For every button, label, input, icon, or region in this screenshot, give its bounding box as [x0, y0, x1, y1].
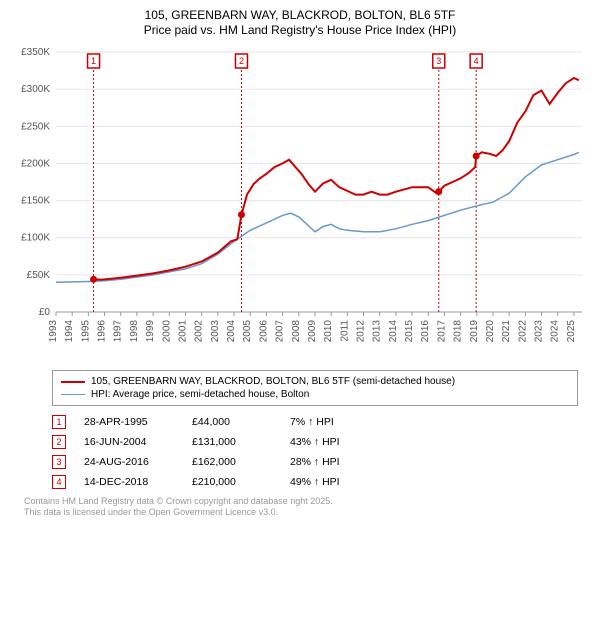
license-footer: Contains HM Land Registry data © Crown c… [24, 496, 578, 519]
svg-text:2005: 2005 [242, 320, 253, 343]
svg-text:1996: 1996 [97, 320, 108, 343]
sale-date: 14-DEC-2018 [84, 476, 174, 488]
svg-text:2006: 2006 [258, 320, 269, 343]
sale-date: 28-APR-1995 [84, 416, 174, 428]
svg-text:£200K: £200K [21, 158, 50, 169]
svg-text:£150K: £150K [21, 196, 50, 207]
svg-text:2012: 2012 [356, 320, 367, 343]
svg-text:£300K: £300K [21, 84, 50, 95]
svg-text:2016: 2016 [420, 320, 431, 343]
footer-line-1: Contains HM Land Registry data © Crown c… [24, 496, 578, 507]
sale-marker-box: 4 [52, 475, 66, 489]
chart-title: 105, GREENBARN WAY, BLACKROD, BOLTON, BL… [12, 8, 588, 38]
svg-text:2011: 2011 [339, 320, 350, 342]
svg-text:£250K: £250K [21, 121, 50, 132]
sale-marker-box: 1 [52, 415, 66, 429]
svg-text:2014: 2014 [388, 320, 399, 343]
svg-text:£0: £0 [39, 307, 51, 318]
legend-item: 105, GREENBARN WAY, BLACKROD, BOLTON, BL… [61, 375, 569, 388]
svg-text:2007: 2007 [275, 320, 286, 343]
svg-text:2000: 2000 [161, 320, 172, 343]
sale-row: 1 28-APR-1995 £44,000 7% ↑ HPI [52, 412, 578, 432]
svg-text:2017: 2017 [436, 320, 447, 343]
svg-text:4: 4 [474, 56, 479, 66]
svg-text:1995: 1995 [80, 320, 91, 343]
svg-text:2020: 2020 [485, 320, 496, 343]
svg-text:1999: 1999 [145, 320, 156, 343]
sale-price: £162,000 [192, 456, 272, 468]
sale-marker-box: 3 [52, 455, 66, 469]
svg-text:2024: 2024 [550, 320, 561, 343]
sale-pct: 49% ↑ HPI [290, 476, 390, 488]
svg-text:1993: 1993 [48, 320, 59, 343]
sale-price: £131,000 [192, 436, 272, 448]
svg-text:£50K: £50K [27, 270, 51, 281]
svg-text:3: 3 [436, 56, 441, 66]
svg-text:2: 2 [239, 56, 244, 66]
sales-table: 1 28-APR-1995 £44,000 7% ↑ HPI 2 16-JUN-2004 £… [52, 412, 578, 492]
svg-text:2025: 2025 [566, 320, 577, 343]
svg-text:2001: 2001 [177, 320, 188, 343]
svg-text:2021: 2021 [501, 320, 512, 343]
chart-legend: 105, GREENBARN WAY, BLACKROD, BOLTON, BL… [52, 370, 578, 406]
sale-pct: 43% ↑ HPI [290, 436, 390, 448]
title-line-2: Price paid vs. HM Land Registry's House … [12, 23, 588, 38]
svg-text:1: 1 [91, 56, 96, 66]
svg-text:2004: 2004 [226, 320, 237, 343]
svg-text:2019: 2019 [469, 320, 480, 343]
footer-line-2: This data is licensed under the Open Gov… [24, 507, 578, 518]
chart-svg: £0 £50K £100K £150K £200K £250K £300K £350K 1993… [12, 44, 588, 364]
svg-text:2013: 2013 [372, 320, 383, 343]
sale-date: 16-JUN-2004 [84, 436, 174, 448]
svg-text:2002: 2002 [194, 320, 205, 343]
svg-text:2008: 2008 [291, 320, 302, 343]
svg-text:2010: 2010 [323, 320, 334, 343]
svg-text:2015: 2015 [404, 320, 415, 343]
svg-text:2022: 2022 [517, 320, 528, 343]
svg-text:2009: 2009 [307, 320, 318, 343]
legend-item: HPI: Average price, semi-detached house,… [61, 388, 569, 401]
svg-text:2023: 2023 [534, 320, 545, 343]
svg-text:2018: 2018 [453, 320, 464, 343]
sale-price: £44,000 [192, 416, 272, 428]
sale-pct: 7% ↑ HPI [290, 416, 390, 428]
svg-text:2003: 2003 [210, 320, 221, 343]
sale-marker-box: 2 [52, 435, 66, 449]
sale-row: 3 24-AUG-2016 £162,000 28% ↑ HPI [52, 452, 578, 472]
legend-swatch [61, 394, 85, 396]
sale-date: 24-AUG-2016 [84, 456, 174, 468]
svg-text:1998: 1998 [129, 320, 140, 343]
svg-text:£350K: £350K [21, 47, 50, 58]
sale-price: £210,000 [192, 476, 272, 488]
legend-label: HPI: Average price, semi-detached house,… [91, 389, 309, 400]
svg-text:£100K: £100K [21, 233, 50, 244]
legend-swatch [61, 381, 85, 383]
legend-label: 105, GREENBARN WAY, BLACKROD, BOLTON, BL… [91, 376, 455, 387]
title-line-1: 105, GREENBARN WAY, BLACKROD, BOLTON, BL… [12, 8, 588, 23]
sale-row: 4 14-DEC-2018 £210,000 49% ↑ HPI [52, 472, 578, 492]
sale-pct: 28% ↑ HPI [290, 456, 390, 468]
svg-text:1994: 1994 [64, 320, 75, 343]
price-chart: £0 £50K £100K £150K £200K £250K £300K £350K 1993… [12, 44, 588, 364]
svg-text:1997: 1997 [113, 320, 124, 343]
sale-row: 2 16-JUN-2004 £131,000 43% ↑ HPI [52, 432, 578, 452]
